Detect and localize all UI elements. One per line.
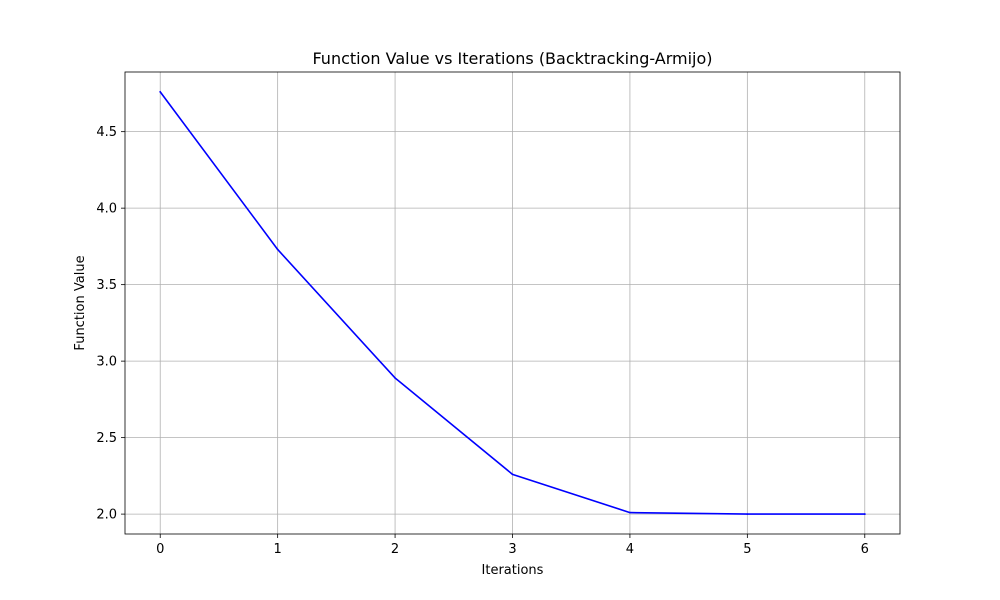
x-tick-label: 6 [861, 542, 869, 557]
data-point [159, 91, 162, 93]
x-tick-label: 3 [508, 542, 516, 557]
y-tick-label: 4.0 [96, 202, 117, 217]
y-tick-label: 2.0 [96, 508, 117, 523]
x-tick-label: 2 [391, 542, 399, 557]
x-tick-label: 5 [743, 542, 751, 557]
data-point [394, 377, 396, 379]
chart-title: Function Value vs Iterations (Backtracki… [312, 49, 712, 68]
y-tick-label: 3.5 [96, 278, 117, 293]
data-point [746, 513, 749, 515]
data-point [276, 248, 279, 251]
data-point [629, 511, 631, 514]
x-tick-label: 4 [626, 542, 634, 557]
data-point [863, 513, 866, 515]
ticks: 0 1 2 3 4 5 6 2.0 2.5 3.0 3.5 4.0 4.5 [96, 125, 869, 557]
y-tick-label: 3.0 [96, 355, 117, 370]
x-axis-label: Iterations [482, 563, 544, 578]
y-axis-label: Function Value [73, 255, 88, 350]
y-tick-label: 2.5 [96, 431, 117, 446]
data-point [511, 473, 514, 476]
series-layer [159, 90, 866, 515]
y-tick-label: 4.5 [96, 125, 117, 140]
x-tick-label: 1 [274, 542, 282, 557]
x-tick-label: 0 [156, 542, 164, 557]
